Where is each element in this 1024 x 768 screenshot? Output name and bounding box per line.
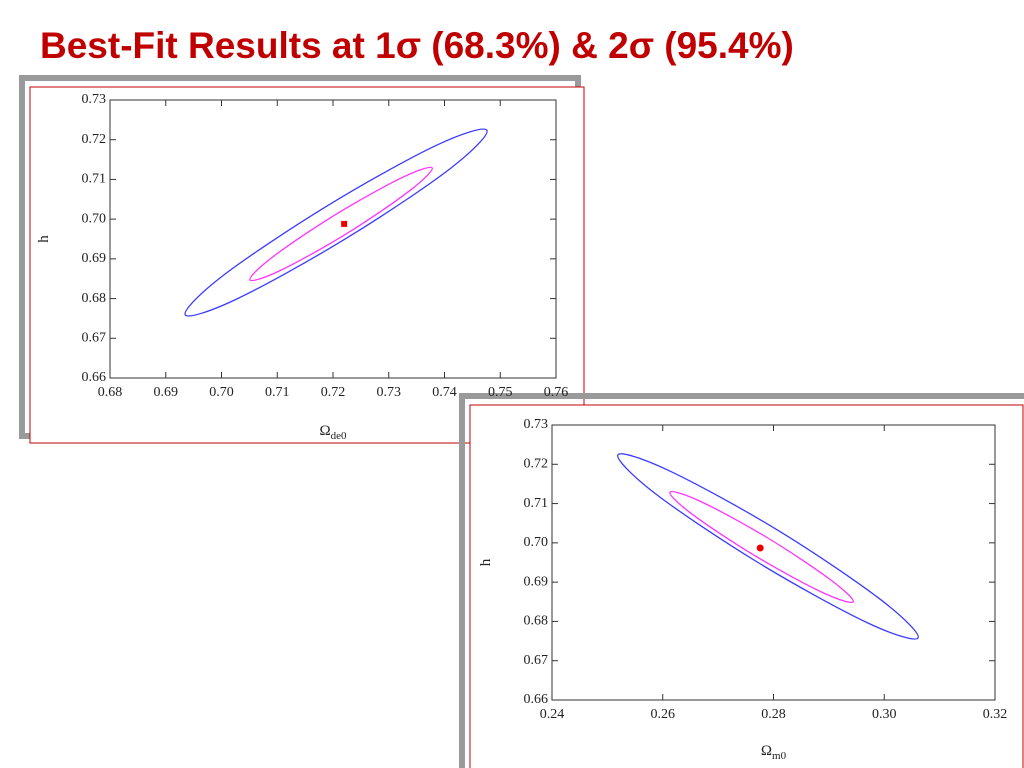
y-tick-label: 0.67 [82,331,107,346]
x-axis-label-sub: m0 [772,750,787,762]
x-tick-label: 0.24 [540,707,565,722]
confidence-contour [249,166,433,282]
slide-title: Best-Fit Results at 1σ (68.3%) & 2σ (95.… [40,25,794,66]
x-axis-label-sub: de0 [331,430,347,442]
y-tick-label: 0.72 [82,132,107,147]
x-axis-label: Ωm0 [761,743,787,762]
x-axis-label-main: Ω [761,743,772,759]
x-tick-label: 0.75 [488,385,513,400]
y-tick-label: 0.66 [524,692,549,707]
x-tick-label: 0.26 [651,707,676,722]
y-tick-label: 0.71 [82,172,107,187]
x-tick-label: 0.70 [209,385,234,400]
y-tick-label: 0.67 [524,653,549,668]
y-tick-label: 0.69 [524,574,549,589]
y-tick-label: 0.68 [82,291,107,306]
confidence-contour [669,491,854,603]
y-tick-label: 0.66 [82,370,107,385]
confidence-contour [617,453,919,640]
best-fit-point [341,220,348,227]
panel-frame [469,404,1024,768]
x-tick-label: 0.68 [98,385,123,400]
x-tick-label: 0.69 [154,385,179,400]
x-axis-label: Ωde0 [319,423,347,442]
x-tick-label: 0.72 [321,385,346,400]
y-tick-label: 0.72 [524,457,549,472]
confidence-contour [184,128,488,317]
x-tick-label: 0.74 [432,385,457,400]
x-tick-label: 0.28 [761,707,786,722]
y-tick-label: 0.70 [82,211,107,226]
x-axis-label-main: Ω [319,423,330,439]
x-tick-label: 0.71 [265,385,290,400]
panel-shadow [459,393,1024,768]
best-fit-point [756,544,764,552]
y-tick-label: 0.73 [82,92,107,107]
panel-frame [29,86,585,444]
x-tick-label: 0.32 [983,707,1008,722]
y-tick-label: 0.70 [524,535,549,550]
x-tick-label: 0.30 [872,707,897,722]
y-axis-label: h [478,558,494,566]
y-tick-label: 0.71 [524,496,549,511]
y-tick-label: 0.69 [82,251,107,266]
x-tick-label: 0.73 [377,385,402,400]
x-tick-label: 0.76 [544,385,569,400]
y-tick-label: 0.73 [524,417,549,432]
y-axis-label: h [36,235,52,243]
y-tick-label: 0.68 [524,614,549,629]
